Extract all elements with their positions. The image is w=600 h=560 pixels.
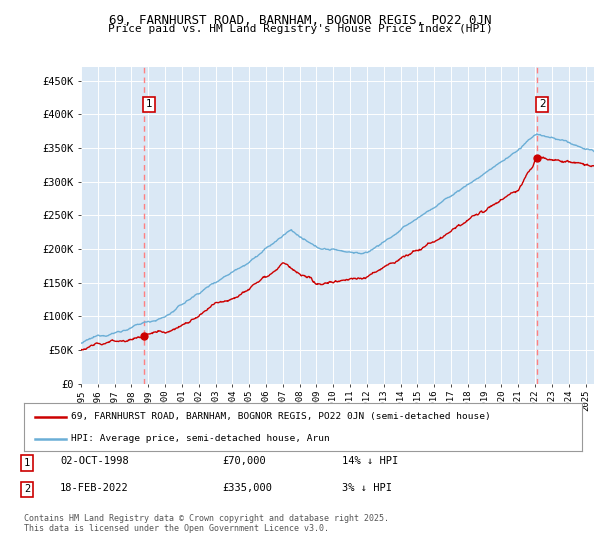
- Text: 69, FARNHURST ROAD, BARNHAM, BOGNOR REGIS, PO22 0JN (semi-detached house): 69, FARNHURST ROAD, BARNHAM, BOGNOR REGI…: [71, 412, 491, 421]
- Text: 69, FARNHURST ROAD, BARNHAM, BOGNOR REGIS, PO22 0JN: 69, FARNHURST ROAD, BARNHAM, BOGNOR REGI…: [109, 14, 491, 27]
- Text: Price paid vs. HM Land Registry's House Price Index (HPI): Price paid vs. HM Land Registry's House …: [107, 24, 493, 34]
- Text: 1: 1: [146, 99, 152, 109]
- Text: HPI: Average price, semi-detached house, Arun: HPI: Average price, semi-detached house,…: [71, 435, 330, 444]
- Text: 14% ↓ HPI: 14% ↓ HPI: [342, 456, 398, 466]
- Text: 3% ↓ HPI: 3% ↓ HPI: [342, 483, 392, 493]
- Text: £70,000: £70,000: [222, 456, 266, 466]
- Text: £335,000: £335,000: [222, 483, 272, 493]
- Text: 18-FEB-2022: 18-FEB-2022: [60, 483, 129, 493]
- Text: 02-OCT-1998: 02-OCT-1998: [60, 456, 129, 466]
- Text: 1: 1: [24, 458, 30, 468]
- Text: 2: 2: [539, 99, 545, 109]
- Text: Contains HM Land Registry data © Crown copyright and database right 2025.
This d: Contains HM Land Registry data © Crown c…: [24, 514, 389, 534]
- Text: 2: 2: [24, 484, 30, 494]
